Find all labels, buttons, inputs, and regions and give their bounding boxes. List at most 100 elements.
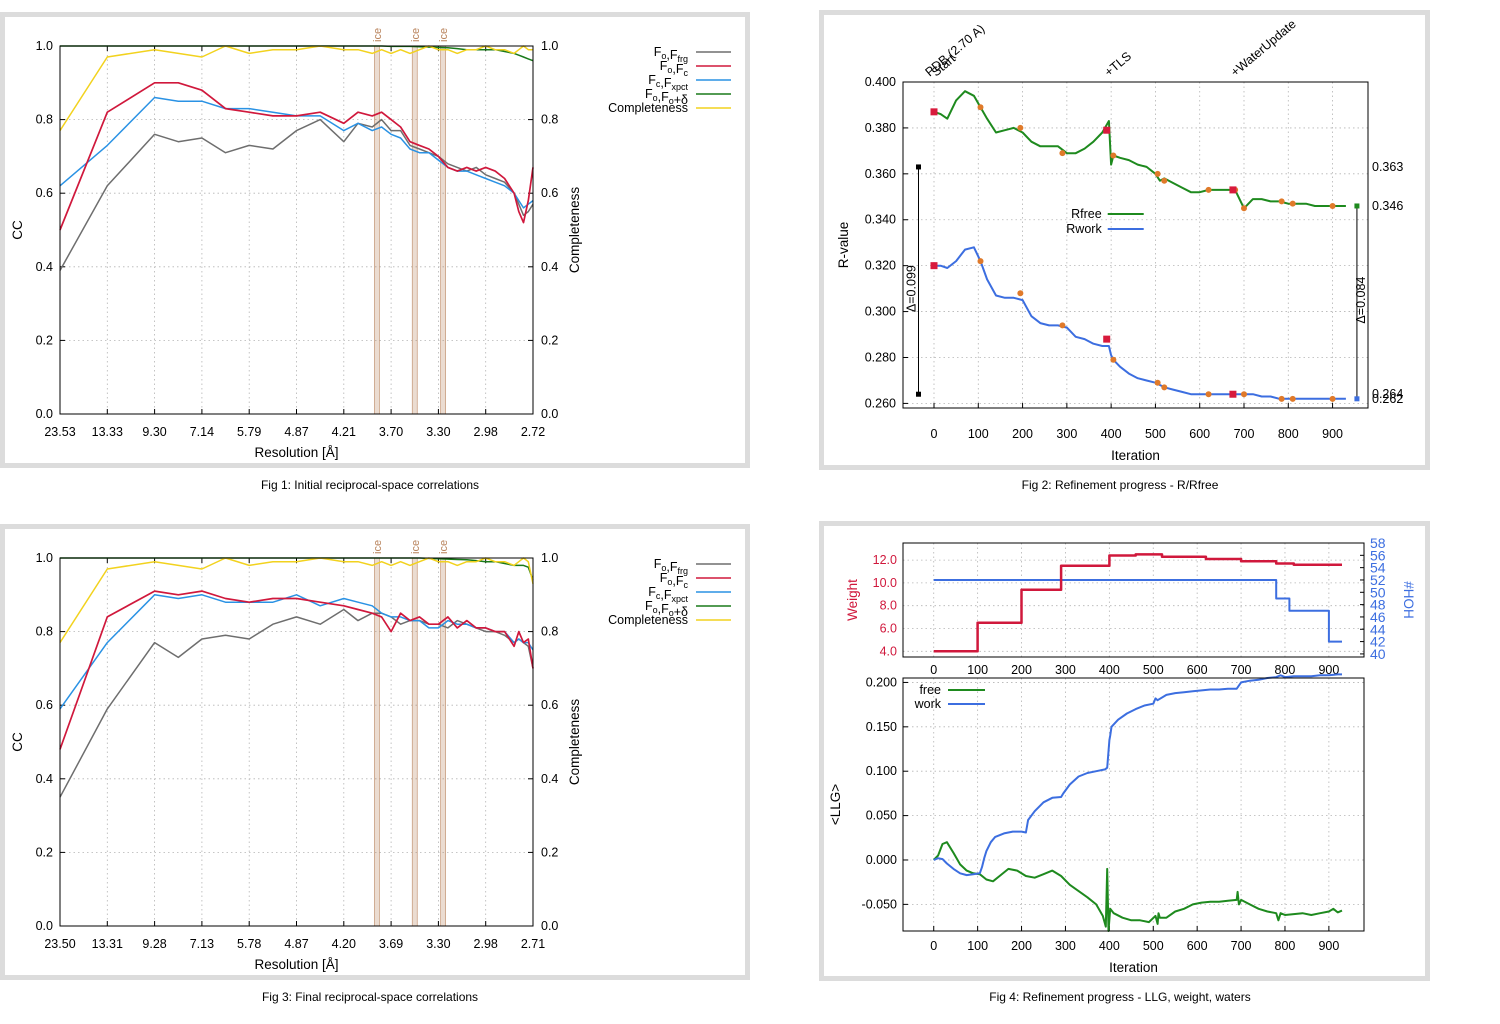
fig1-xtick-label: 9.30 [142,425,166,439]
fig4-top-y2tick-label: 40 [1370,646,1386,662]
fig3-series-completeness [59,557,534,644]
fig3-legend-label: Fo,Fo+δ [645,599,688,619]
fig1-y2tick-label: 0.2 [541,333,558,347]
fig2-marker-orange [1110,356,1117,363]
fig2-marker-red [1103,126,1111,134]
fig2-ytick-label: 0.340 [865,213,896,227]
fig2-ylabel: R-value [836,222,851,269]
fig3-ylabel: CC [10,732,25,752]
fig3-xtick-label: 23.50 [44,937,75,951]
fig2-marker-red [930,262,938,270]
fig2-marker-orange [1241,205,1247,212]
fig2-right-label: 0.262 [1372,392,1403,406]
fig2-marker-orange [1278,395,1285,402]
fig2-marker-red [1103,335,1111,343]
fig1-ice-band [412,46,418,414]
fig1-legend-label: Fo,Fc [660,59,689,78]
fig2-marker-orange [1017,124,1024,131]
fig1-legend-label: Fc,Fxpct [648,73,688,92]
fig2-marker-orange [1329,395,1336,402]
fig1-y2tick-label: 0.6 [541,186,558,200]
fig4-bottom-xtick-label: 800 [1275,939,1296,953]
fig4-top-xtick-label: 600 [1187,663,1208,677]
fig2-stage-label: +WaterUpdate [1228,17,1299,79]
fig1-ytick-label: 0.6 [36,186,53,200]
fig1-xtick-label: 4.87 [284,425,308,439]
fig3-ytick-label: 0.4 [36,772,53,786]
fig2-right-label: 0.346 [1372,199,1403,213]
fig4-top-y2tick-label: 50 [1370,584,1386,600]
fig2-xlabel: Iteration [1111,448,1160,463]
fig1-y2tick-label: 0.0 [541,407,558,421]
fig2-marker-orange [1205,186,1212,193]
fig2-delta-left-top [916,164,921,170]
fig3-y2tick-label: 0.4 [541,772,558,786]
fig1-ice-label: ice [372,28,384,42]
fig3-caption: Fig 3: Final reciprocal-space correlatio… [261,990,479,1004]
fig1-ylabel: CC [10,220,25,240]
fig3-xtick-label: 3.69 [379,937,403,951]
fig1-y2tick-label: 0.4 [541,260,558,274]
fig1-y2tick-label: 1.0 [541,39,558,53]
fig4-top-xtick-label: 500 [1143,663,1164,677]
fig2-ytick-label: 0.320 [865,259,896,273]
fig2-marker-orange [1154,379,1161,386]
fig2-ytick-label: 0.400 [865,75,896,89]
fig3-ice-band [412,558,418,926]
fig4-bottom-xtick-label: 900 [1318,939,1339,953]
fig3-series-ffrg [59,608,534,798]
fig1-series-fc [59,81,534,231]
fig4-top-xtick-label: 200 [1011,663,1032,677]
fig3-y2tick-label: 0.6 [541,698,558,712]
fig1-y2label: Completeness [567,187,582,274]
fig2-marker-orange [1289,200,1296,207]
fig2-marker-orange [1059,322,1066,329]
fig1-xtick-label: 2.98 [474,425,498,439]
fig2-delta-right-top [1354,203,1360,209]
fig4-top-y2tick-label: 54 [1370,560,1386,576]
fig3-ice-label: ice [372,540,384,554]
fig3-ice-band [440,558,446,926]
fig3-series-fc [59,590,534,750]
fig3-y2tick-label: 1.0 [541,551,558,565]
fig4-hoh-label: #HOH [1401,581,1416,619]
fig4-bottom-xtick-label: 600 [1187,939,1208,953]
fig2-ytick-label: 0.260 [865,396,896,410]
fig3-xtick-label: 9.28 [142,937,166,951]
fig1-ytick-label: 0.8 [36,113,53,127]
fig1-legend-label: Fo,Fo+δ [645,87,688,107]
fig3-panel [0,524,750,980]
fig1-xtick-label: 5.79 [237,425,261,439]
fig4-top-xtick-label: 100 [967,663,988,677]
fig4-bottom-ytick-label: 0.150 [866,720,897,734]
fig4-bottom-ytick-label: 0.100 [866,764,897,778]
fig3-xtick-label: 2.98 [474,937,498,951]
fig1-xtick-label: 2.72 [521,425,545,439]
fig3-series-fxpct [59,594,534,710]
fig2-series-rfree [933,90,1346,210]
fig1-ice-label: ice [438,28,450,42]
fig4-legend-label: free [919,683,941,697]
fig1-panel [0,12,750,468]
fig4-top-y2tick-label: 56 [1370,547,1386,563]
fig1-xtick-label: 3.70 [379,425,403,439]
fig4-top-y2tick-label: 58 [1370,535,1386,551]
fig1-xtick-label: 23.53 [44,425,75,439]
fig4-top-ytick-label: 12.0 [873,553,897,567]
fig4-top-xtick-label: 300 [1055,663,1076,677]
fig1-legend-label: Completeness [608,101,688,115]
fig1-xlabel: Resolution [Å] [254,445,338,460]
fig2-marker-orange [977,104,984,111]
fig2-xtick-label: 100 [968,427,989,441]
fig4-llg-label: <LLG> [828,784,843,825]
fig2-marker-orange [1059,150,1066,157]
fig4-bottom-xtick-label: 700 [1231,939,1252,953]
fig3-legend-label: Fc,Fxpct [648,585,688,604]
fig4-weight-label: Weight [845,579,860,621]
fig1-xtick-label: 7.14 [190,425,214,439]
fig3-ytick-label: 0.6 [36,698,53,712]
fig4-bottom-ytick-label: 0.000 [866,853,897,867]
fig3-xtick-label: 7.13 [190,937,214,951]
fig4-top-ytick-label: 4.0 [880,644,897,658]
